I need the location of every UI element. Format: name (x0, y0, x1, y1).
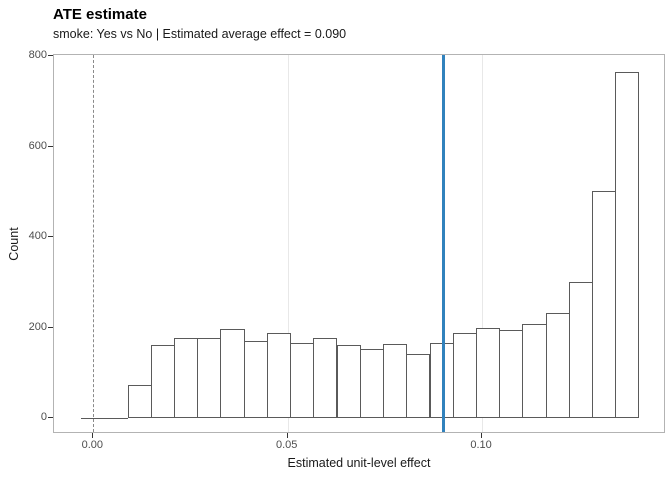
y-tick-mark (48, 145, 53, 147)
y-axis-title: Count (7, 227, 21, 261)
average-effect-line (442, 55, 445, 432)
histogram-bar (336, 345, 361, 418)
histogram-bar (568, 281, 594, 418)
histogram-bar (545, 312, 570, 418)
histogram-bar (243, 341, 268, 418)
chart-title: ATE estimate (53, 6, 147, 23)
histogram-bar (615, 71, 640, 418)
y-tick-label: 600 (28, 139, 47, 152)
vertical-gridline (482, 55, 484, 432)
zero-effect-line (93, 55, 95, 432)
x-tick-label: 0.05 (275, 439, 298, 451)
chart-subtitle: smoke: Yes vs No | Estimated average eff… (53, 27, 347, 41)
histogram-bar (127, 384, 152, 418)
y-tick-mark (48, 236, 53, 238)
histogram-zero-bin (104, 418, 129, 419)
vertical-gridline (287, 55, 289, 432)
histogram-bar (173, 338, 199, 418)
x-tick-label: 0.10 (470, 439, 492, 451)
x-tick-mark (92, 433, 94, 438)
y-tick-mark (48, 55, 53, 57)
histogram-bar (220, 328, 245, 418)
x-axis-title: Estimated unit-level effect (287, 456, 431, 470)
histogram-bar (452, 333, 477, 418)
histogram-bar (313, 338, 338, 418)
histogram-bar (266, 332, 292, 418)
histogram-bar (499, 329, 524, 418)
histogram-bar (290, 342, 315, 418)
histogram-bar (592, 190, 617, 418)
histogram-bar (359, 348, 384, 418)
y-tick-mark (48, 417, 53, 418)
y-tick-mark (48, 326, 53, 328)
y-tick-label: 400 (28, 230, 47, 243)
histogram-zero-bin (81, 418, 106, 419)
y-tick-label: 200 (28, 320, 47, 333)
histogram-bar (197, 337, 222, 418)
plot-panel (53, 54, 665, 433)
x-tick-label: 0.00 (81, 439, 103, 451)
y-tick-label: 0 (40, 411, 47, 423)
histogram-bar (406, 353, 431, 418)
x-tick-mark (481, 433, 483, 438)
x-tick-mark (286, 433, 288, 438)
histogram-bar (383, 343, 408, 418)
y-tick-label: 800 (28, 49, 47, 62)
histogram-bar (150, 344, 175, 418)
histogram-bar (475, 328, 501, 418)
histogram-bar (522, 324, 547, 418)
